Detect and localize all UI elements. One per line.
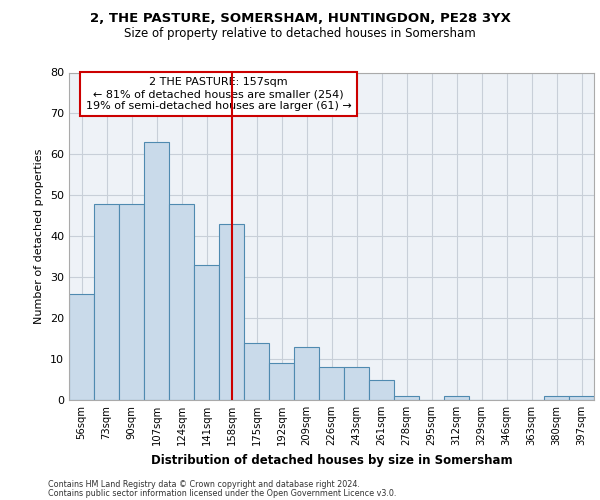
Bar — [119, 204, 144, 400]
Text: Contains public sector information licensed under the Open Government Licence v3: Contains public sector information licen… — [48, 489, 397, 498]
Y-axis label: Number of detached properties: Number of detached properties — [34, 148, 44, 324]
Bar — [219, 224, 244, 400]
X-axis label: Distribution of detached houses by size in Somersham: Distribution of detached houses by size … — [151, 454, 512, 466]
Text: Contains HM Land Registry data © Crown copyright and database right 2024.: Contains HM Land Registry data © Crown c… — [48, 480, 360, 489]
Bar — [344, 367, 369, 400]
Bar — [394, 396, 419, 400]
Bar — [544, 396, 569, 400]
Bar — [319, 367, 344, 400]
Bar — [269, 363, 294, 400]
Bar — [69, 294, 94, 400]
Bar — [294, 347, 319, 400]
Bar — [169, 204, 194, 400]
Bar — [369, 380, 394, 400]
Text: Size of property relative to detached houses in Somersham: Size of property relative to detached ho… — [124, 28, 476, 40]
Bar — [444, 396, 469, 400]
Text: 2 THE PASTURE: 157sqm
← 81% of detached houses are smaller (254)
19% of semi-det: 2 THE PASTURE: 157sqm ← 81% of detached … — [86, 78, 352, 110]
Bar — [244, 342, 269, 400]
Bar — [194, 265, 219, 400]
Bar — [144, 142, 169, 400]
Bar — [569, 396, 594, 400]
Text: 2, THE PASTURE, SOMERSHAM, HUNTINGDON, PE28 3YX: 2, THE PASTURE, SOMERSHAM, HUNTINGDON, P… — [89, 12, 511, 26]
Bar — [94, 204, 119, 400]
